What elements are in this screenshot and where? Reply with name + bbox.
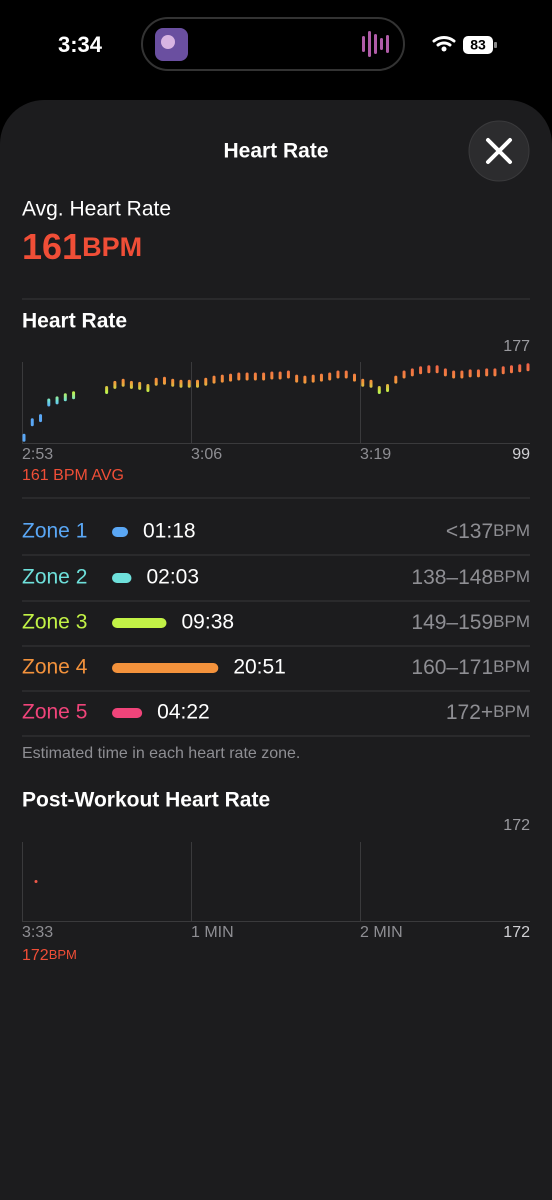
x-label: 3:33 — [22, 924, 53, 941]
avg-caption: 161 BPM AVG — [22, 467, 124, 484]
post-value: 172BPM — [22, 947, 77, 964]
zone-duration: 02:03 — [146, 566, 199, 589]
zone-name: Zone 1 — [22, 520, 87, 543]
chart-points — [22, 363, 530, 442]
zone-bar — [112, 573, 132, 583]
zone-range-unit: BPM — [493, 521, 530, 540]
chart-grid — [22, 842, 530, 922]
chart-min-label: 99 — [512, 446, 530, 463]
zone-bar — [112, 618, 167, 628]
post-unit: BPM — [49, 947, 77, 962]
zone-duration: 09:38 — [182, 611, 235, 634]
zone-duration: 04:22 — [157, 701, 210, 724]
zone-range: 160–171BPM — [411, 656, 530, 679]
avg-label: Avg. Heart Rate — [22, 198, 171, 221]
zone-duration: 01:18 — [143, 520, 196, 543]
status-time: 3:34 — [58, 32, 103, 57]
zone-range-value: 160–171 — [411, 656, 493, 679]
battery-tip — [494, 42, 497, 48]
zone-range: 149–159BPM — [411, 611, 530, 634]
battery — [463, 36, 493, 54]
zone-bar — [112, 708, 143, 718]
chart-points — [34, 880, 38, 883]
wifi-icon — [432, 36, 456, 47]
zone-range-value: 138–148 — [411, 566, 493, 589]
chart-max-label: 172 — [503, 817, 530, 834]
x-label: 3:19 — [360, 446, 391, 463]
zone-duration: 20:51 — [233, 656, 286, 679]
zone-range-unit: BPM — [493, 567, 530, 586]
wifi-dot — [441, 46, 447, 52]
x-label: 1 MIN — [191, 924, 234, 941]
avg-unit: BPM — [82, 232, 142, 262]
dynamic-island — [141, 17, 405, 71]
close-button[interactable] — [468, 120, 530, 182]
zone-name: Zone 4 — [22, 656, 88, 679]
x-label: 2:53 — [22, 446, 53, 463]
zone-range-unit: BPM — [493, 657, 530, 676]
chart-title: Heart Rate — [22, 310, 127, 333]
avg-number: 161 — [22, 226, 82, 267]
chart-grid — [22, 362, 530, 444]
chart-min-label: 172 — [503, 924, 530, 941]
sheet — [0, 100, 552, 1200]
zone-range: <137BPM — [446, 520, 530, 543]
zone-name: Zone 2 — [22, 566, 87, 589]
app-icon-detail — [161, 35, 175, 49]
zone-bar — [112, 663, 219, 673]
zone-name: Zone 3 — [22, 611, 87, 634]
zone-range-unit: BPM — [493, 702, 530, 721]
zones-note: Estimated time in each heart rate zone. — [22, 745, 300, 762]
zone-range: 138–148BPM — [411, 566, 530, 589]
x-label: 2 MIN — [360, 924, 403, 941]
battery-level: 83 — [470, 37, 486, 53]
sheet-title: Heart Rate — [223, 140, 328, 163]
chart-max-label: 177 — [503, 338, 530, 355]
post-number: 172 — [22, 947, 49, 964]
zone-name: Zone 5 — [22, 701, 87, 724]
zone-range-value: 172+ — [446, 701, 493, 724]
post-point — [34, 880, 38, 883]
zone-range-unit: BPM — [493, 612, 530, 631]
x-label: 3:06 — [191, 446, 222, 463]
zone-range: 172+BPM — [446, 701, 530, 724]
chart-title: Post-Workout Heart Rate — [22, 789, 270, 812]
zone-bar — [112, 527, 129, 537]
waveform — [362, 31, 389, 57]
zone-range-value: <137 — [446, 520, 493, 543]
avg-value: 161BPM — [22, 226, 142, 267]
zone-range-value: 149–159 — [411, 611, 493, 634]
